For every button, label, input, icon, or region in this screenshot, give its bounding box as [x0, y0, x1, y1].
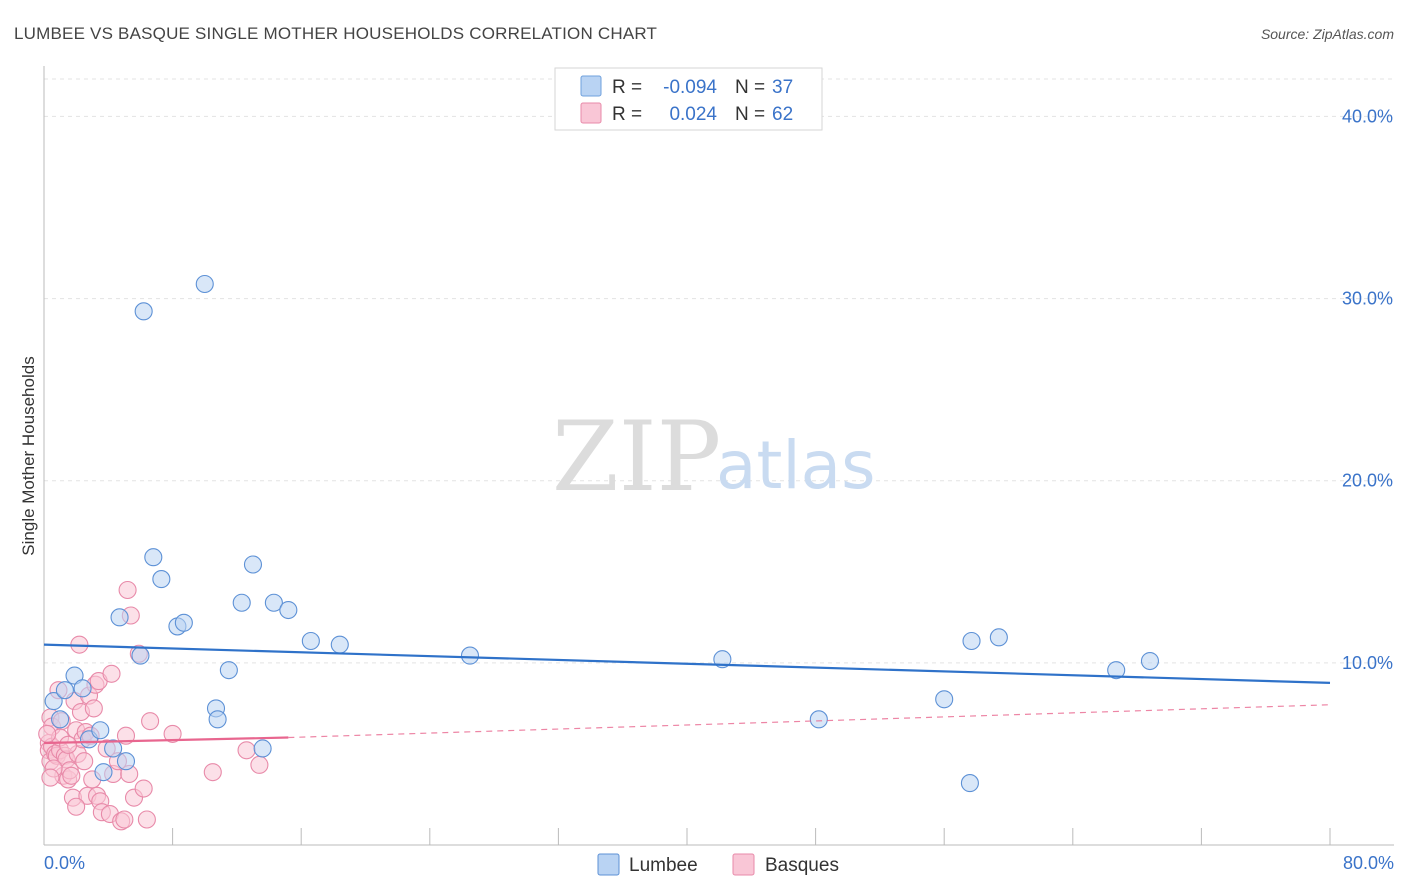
watermark-zip: ZIP	[552, 401, 721, 513]
data-point-basques	[84, 699, 103, 718]
data-point-basques	[115, 810, 134, 829]
stats-legend-r-label-lumbee: R =	[612, 77, 642, 98]
data-point-lumbee	[219, 661, 238, 680]
data-point-lumbee	[116, 752, 136, 771]
data-point-lumbee	[51, 710, 70, 729]
data-point-basques	[237, 741, 256, 760]
points-layer	[38, 274, 1160, 831]
data-point-lumbee	[1140, 651, 1160, 671]
data-point-lumbee	[208, 710, 227, 729]
stats-legend-r-value-lumbee: -0.094	[663, 77, 717, 98]
grid	[44, 78, 1394, 664]
data-point-lumbee	[144, 548, 163, 567]
chart-title: LUMBEE VS BASQUE SINGLE MOTHER HOUSEHOLD…	[14, 24, 657, 43]
data-point-lumbee	[104, 739, 123, 758]
data-point-basques	[118, 580, 137, 600]
stats-legend-n-value-basques: 62	[772, 104, 793, 125]
series-basques	[38, 580, 269, 831]
data-point-basques	[67, 797, 86, 816]
bottom-legend-swatch-basques	[732, 853, 755, 876]
data-point-basques	[102, 664, 121, 683]
data-point-lumbee	[264, 593, 283, 612]
stats-legend: R = -0.094 N = 37 R = 0.024 N = 62	[554, 67, 823, 131]
data-point-lumbee	[195, 274, 214, 294]
y-tick-label: 30.0%	[1342, 289, 1393, 309]
trend-layer	[43, 643, 1331, 745]
y-tick-label: 20.0%	[1342, 471, 1393, 491]
data-point-basques	[163, 724, 182, 743]
bottom-legend-label-basques: Basques	[765, 855, 839, 876]
data-point-basques	[59, 735, 78, 754]
trend-line-basques-extension	[288, 704, 1331, 739]
stats-legend-r-label-basques: R =	[612, 104, 642, 125]
data-point-lumbee	[253, 739, 272, 758]
data-point-lumbee	[65, 666, 84, 685]
watermark-atlas: atlas	[716, 427, 876, 504]
x-tick-labels: 0.0% 80.0%	[44, 853, 1394, 873]
data-point-basques	[62, 766, 81, 785]
data-point-lumbee	[152, 570, 171, 589]
data-point-lumbee	[232, 593, 251, 612]
data-point-lumbee	[134, 302, 153, 321]
data-point-lumbee	[44, 692, 63, 711]
data-point-lumbee	[91, 721, 110, 740]
trend-line-lumbee	[43, 643, 1331, 684]
stats-legend-swatch-lumbee	[580, 75, 602, 97]
data-point-lumbee	[960, 774, 979, 793]
trend-line-basques	[43, 736, 289, 745]
x-tick-label: 80.0%	[1343, 853, 1394, 873]
y-tick-label: 10.0%	[1342, 653, 1393, 673]
y-tick-label: 40.0%	[1342, 106, 1393, 126]
bottom-legend-label-lumbee: Lumbee	[629, 855, 698, 876]
data-point-lumbee	[131, 646, 150, 665]
data-point-basques	[38, 724, 57, 743]
data-point-basques	[250, 755, 269, 774]
data-point-lumbee	[94, 763, 113, 782]
bottom-legend: Lumbee Basques	[597, 853, 839, 876]
x-tick-label: 0.0%	[44, 853, 85, 873]
data-point-lumbee	[1107, 661, 1126, 680]
data-point-lumbee	[279, 600, 298, 620]
chart-source: Source: ZipAtlas.com	[1261, 26, 1394, 42]
watermark: ZIP atlas	[552, 401, 876, 513]
data-point-lumbee	[809, 710, 828, 729]
data-point-lumbee	[935, 690, 954, 709]
data-point-lumbee	[330, 635, 349, 654]
stats-legend-r-value-basques: 0.024	[669, 104, 717, 125]
data-point-lumbee	[713, 650, 732, 669]
data-point-basques	[75, 752, 94, 771]
data-point-basques	[141, 712, 160, 731]
data-point-basques	[137, 810, 156, 829]
data-point-lumbee	[301, 631, 320, 651]
bottom-legend-swatch-lumbee	[597, 853, 620, 876]
series-lumbee	[44, 274, 1160, 793]
data-point-lumbee	[460, 646, 480, 665]
data-point-basques	[41, 768, 60, 787]
stats-legend-n-value-lumbee: 37	[772, 77, 793, 98]
data-point-lumbee	[243, 555, 263, 574]
data-point-lumbee	[73, 679, 92, 698]
stats-legend-n-label-lumbee: N =	[735, 77, 765, 98]
data-point-lumbee	[989, 628, 1008, 647]
data-point-basques	[203, 763, 222, 782]
data-point-lumbee	[55, 681, 74, 700]
data-point-basques	[116, 726, 136, 745]
y-tick-labels: 10.0% 20.0% 30.0% 40.0%	[1342, 106, 1393, 672]
y-axis-label: Single Mother Households	[19, 356, 38, 555]
stats-legend-swatch-basques	[580, 102, 602, 124]
stats-legend-n-label-basques: N =	[735, 104, 765, 125]
data-point-lumbee	[962, 631, 981, 651]
data-point-basques	[134, 779, 153, 798]
data-point-lumbee	[174, 613, 193, 632]
data-point-lumbee	[110, 608, 129, 627]
